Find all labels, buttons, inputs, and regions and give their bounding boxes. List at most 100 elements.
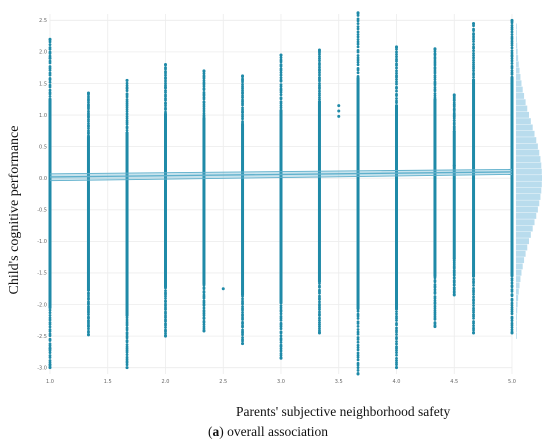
data-point [433,47,437,51]
data-point [472,37,475,41]
data-point [395,310,398,313]
data-point [48,97,52,101]
histogram-bar [516,231,531,238]
data-point [395,104,398,107]
data-point [395,75,398,79]
data-point [356,30,360,34]
data-point [510,297,514,301]
data-point [279,71,283,75]
data-point [48,80,52,84]
data-point [472,40,475,43]
data-point [472,295,475,299]
data-point [356,366,360,369]
data-point [221,287,225,291]
y-tick-label: -1.0 [37,239,47,245]
histogram-bar [516,23,517,30]
data-point [279,79,283,83]
data-point [395,359,398,363]
data-point [395,307,398,311]
data-point [356,60,360,64]
data-point [279,64,283,68]
y-axis-label-container: Child's cognitive performance [0,0,30,444]
ci-upper-line [49,168,513,175]
data-point [202,293,206,297]
histogram-bar [516,244,528,251]
data-point [433,299,437,302]
data-point [472,35,475,39]
data-point [202,319,206,323]
data-point [125,355,129,359]
data-point [48,308,52,312]
data-point [472,306,475,310]
data-point [87,98,90,102]
data-point [125,117,129,120]
data-point [87,329,90,333]
data-point [125,345,129,349]
data-point [164,98,167,102]
caption-text: overall association [223,424,328,439]
data-point [279,106,283,110]
y-tick-label: 1.0 [39,113,47,119]
histogram-bar [516,92,525,99]
data-point [48,61,52,65]
data-point [241,328,244,332]
data-point [356,54,360,57]
data-point [356,346,360,349]
data-point [510,328,514,332]
data-point [48,359,52,362]
data-point [510,323,514,327]
data-point [241,96,244,99]
data-point [452,276,456,280]
data-point [510,277,514,280]
data-point [87,288,90,292]
data-point [318,73,321,77]
data-point [202,84,206,88]
data-point [164,104,167,108]
data-point [318,79,321,83]
data-point [433,304,437,308]
y-tick-label: 2.5 [39,18,47,24]
data-point [164,318,167,322]
x-axis-label: Parents' subjective neighborhood safety [236,404,451,419]
data-point [433,63,437,67]
data-point [395,340,398,343]
fit-line [49,171,513,178]
x-tick-label: 2.5 [219,379,227,385]
histogram-bar [516,326,517,333]
data-point [433,283,437,286]
data-point [510,288,514,291]
histogram-bar [516,137,537,144]
data-point [356,372,360,376]
x-tick-label: 2.0 [162,379,170,385]
data-point [318,288,321,292]
data-point [356,68,360,72]
data-point [164,94,167,98]
data-point [202,69,206,73]
data-point [510,284,514,287]
data-point [472,324,475,328]
data-point [318,82,321,85]
data-point [510,37,514,41]
data-point [279,327,283,331]
data-point [510,24,514,27]
data-point [433,274,437,278]
data-point [433,78,437,81]
histogram-bar [516,219,535,226]
data-point [86,91,90,95]
histogram-bar [516,257,525,264]
data-point [87,135,90,139]
data-point [318,316,321,320]
data-point [318,98,321,101]
data-point [356,358,360,362]
data-point [202,323,206,327]
data-point [395,326,398,330]
histogram-bar [516,55,519,61]
data-point [356,45,360,49]
data-point [48,43,52,47]
data-point [395,50,398,54]
histogram-bar [516,61,519,68]
data-point [510,57,514,61]
data-point [48,85,52,89]
data-point [452,268,456,272]
data-point [510,281,514,285]
